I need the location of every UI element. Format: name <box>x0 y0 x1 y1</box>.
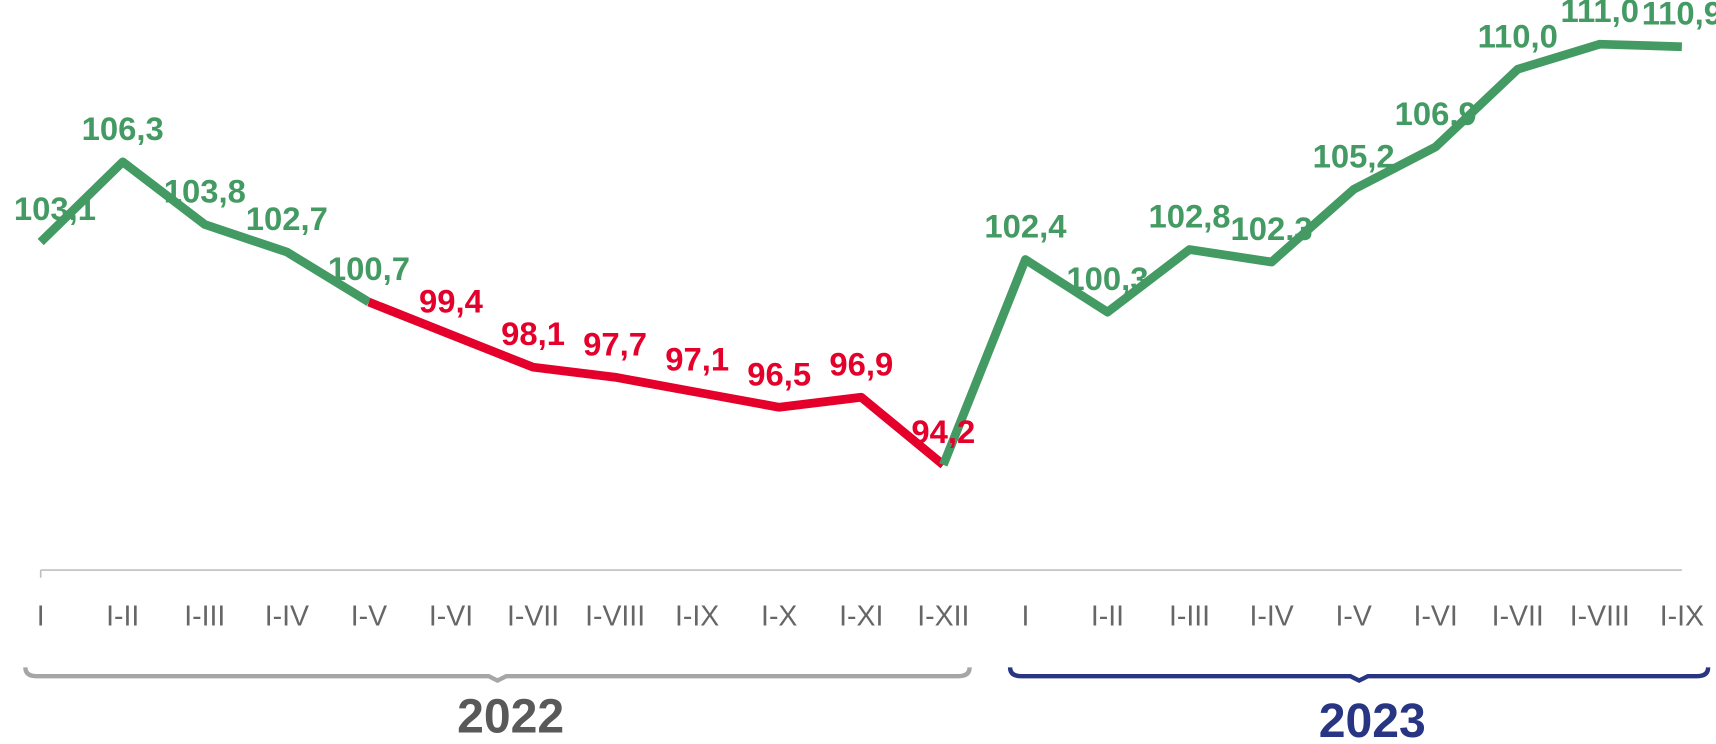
data-label: 106,3 <box>82 110 164 147</box>
data-label: 103,8 <box>164 173 246 210</box>
group-label: 2023 <box>1319 694 1426 744</box>
x-tick-label: I-III <box>184 601 225 633</box>
data-label: 111,0 <box>1561 0 1640 29</box>
line-segment <box>367 298 947 469</box>
x-tick-label: I-IV <box>265 601 309 633</box>
x-tick-label: I-II <box>1091 601 1124 633</box>
x-tick-label: I-V <box>1335 601 1371 633</box>
x-tick-label: I <box>1021 601 1029 633</box>
x-tick-label: I-VIII <box>585 601 645 633</box>
data-label: 97,7 <box>583 325 647 362</box>
x-tick-label: I-IX <box>675 601 719 633</box>
data-label: 98,1 <box>501 315 565 352</box>
x-tick-label: I-III <box>1169 601 1210 633</box>
x-tick-label: I-IX <box>1660 601 1704 633</box>
x-tick-label: I-VIII <box>1570 601 1630 633</box>
data-label: 99,4 <box>419 283 484 320</box>
data-label: 97,1 <box>665 340 729 377</box>
data-label: 94,2 <box>911 413 975 450</box>
data-label: 106,9 <box>1395 95 1477 132</box>
data-label: 102,8 <box>1148 198 1230 235</box>
data-label: 105,2 <box>1313 137 1395 174</box>
x-tick-label: I-XI <box>839 601 883 633</box>
x-tick-label: I-V <box>351 601 387 633</box>
data-label: 102,3 <box>1231 210 1313 247</box>
group-label: 2022 <box>457 690 564 744</box>
data-label: 110,9 <box>1642 0 1716 32</box>
x-tick-label: I-XII <box>917 601 969 633</box>
data-label: 102,4 <box>984 208 1067 245</box>
x-tick-label: I-II <box>106 601 139 633</box>
data-label: 102,7 <box>246 200 328 237</box>
data-label: 96,9 <box>829 345 893 382</box>
data-label: 100,3 <box>1066 260 1148 297</box>
x-tick-label: I-VII <box>1492 601 1544 633</box>
line-segment <box>939 39 1683 467</box>
data-label: 96,5 <box>747 355 811 392</box>
x-tick-label: I <box>37 601 45 633</box>
x-tick-label: I-IV <box>1249 601 1293 633</box>
data-label: 100,7 <box>328 250 410 287</box>
x-tick-label: I-VI <box>1414 601 1458 633</box>
x-tick-label: I-VI <box>429 601 473 633</box>
line-segment <box>37 157 372 306</box>
data-label: 103,1 <box>14 190 96 227</box>
x-tick-label: I-X <box>761 601 797 633</box>
group-bracket <box>1007 667 1711 683</box>
data-label: 110,0 <box>1478 17 1558 54</box>
group-bracket <box>23 667 972 683</box>
x-tick-label: I-VII <box>507 601 559 633</box>
